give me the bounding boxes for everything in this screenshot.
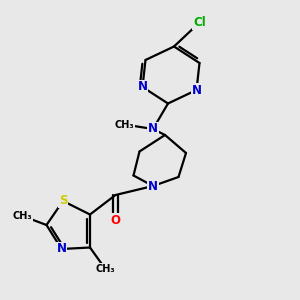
Text: CH₃: CH₃ xyxy=(115,119,134,130)
Text: N: N xyxy=(56,242,67,256)
Text: CH₃: CH₃ xyxy=(13,211,32,221)
Text: Cl: Cl xyxy=(193,16,206,29)
Text: CH₃: CH₃ xyxy=(95,263,115,274)
Text: O: O xyxy=(110,214,121,227)
Text: N: N xyxy=(191,83,202,97)
Text: N: N xyxy=(148,179,158,193)
Text: N: N xyxy=(148,122,158,136)
Text: S: S xyxy=(59,194,67,208)
Text: N: N xyxy=(137,80,148,94)
